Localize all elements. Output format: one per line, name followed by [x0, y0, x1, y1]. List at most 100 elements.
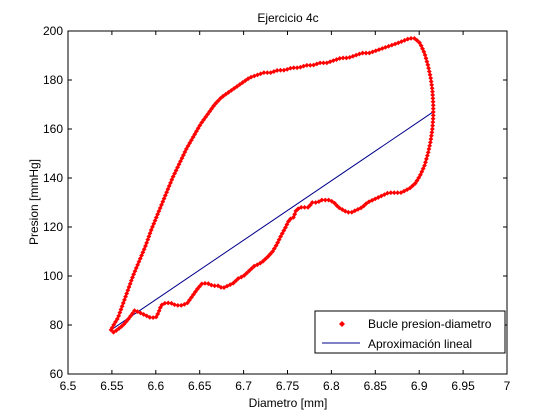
loop-point: [399, 39, 404, 44]
loop-point: [220, 93, 226, 99]
loop-point: [162, 300, 168, 306]
loop-point: [183, 146, 189, 152]
loop-point: [128, 313, 133, 319]
loop-point: [375, 195, 381, 200]
loop-point: [227, 282, 233, 288]
legend-marker-bucle: [339, 321, 345, 327]
x-tick-label: 6.7: [235, 379, 252, 393]
series-layer: [108, 35, 436, 335]
x-tick-label: 6.75: [276, 379, 300, 393]
loop-point: [162, 193, 168, 198]
loop-point: [294, 65, 300, 71]
loop-point: [144, 240, 150, 246]
loop-point: [363, 201, 369, 207]
loop-point: [246, 268, 252, 274]
loop-point: [260, 258, 266, 264]
loop-point: [194, 128, 199, 134]
loop-point: [215, 98, 221, 104]
loop-point: [391, 190, 397, 196]
loop-point: [150, 224, 155, 230]
loop-point: [426, 65, 431, 71]
loop-point: [201, 117, 207, 123]
loop-point: [321, 60, 326, 66]
loop-point: [429, 85, 435, 91]
loop-point: [244, 270, 250, 276]
loop-point: [430, 119, 436, 125]
loop-point: [234, 84, 240, 89]
x-tick-label: 6.95: [451, 379, 475, 393]
loop-point: [218, 96, 223, 101]
loop-point: [295, 206, 301, 212]
loop-point: [426, 69, 432, 74]
loop-point: [316, 199, 322, 205]
loop-point: [147, 230, 153, 236]
chart-title: Ejercicio 4c: [257, 11, 318, 25]
loop-point: [336, 205, 342, 211]
loop-point: [207, 109, 213, 114]
legend-label-bucle: Bucle presion-diametro: [368, 317, 492, 331]
loop-point: [230, 280, 236, 286]
loop-point: [242, 78, 248, 84]
x-tick-label: 6.85: [364, 379, 388, 393]
x-tick-label: 6.55: [100, 379, 124, 393]
loop-point: [414, 37, 420, 43]
loop-point: [302, 205, 308, 210]
y-tick-labels: 60 80 100 120 140 160 180 200: [43, 24, 63, 381]
loop-point: [144, 313, 150, 319]
legend: Bucle presion-diametro Aproximación line…: [314, 310, 506, 354]
loop-point: [293, 208, 299, 214]
loop-point: [248, 74, 254, 80]
loop-point: [191, 292, 196, 297]
loop-point: [281, 67, 287, 73]
loop-point: [175, 303, 181, 308]
loop-point: [284, 222, 290, 227]
x-tick-label: 6.9: [411, 379, 428, 393]
loop-point: [195, 125, 201, 131]
loop-point: [241, 273, 247, 278]
loop-point: [429, 129, 435, 135]
loop-point: [172, 171, 178, 176]
loop-point: [430, 89, 435, 95]
loop-point: [268, 70, 274, 76]
loop-point: [307, 62, 313, 68]
loop-point: [424, 153, 430, 159]
loop-point: [342, 208, 348, 214]
loop-point: [429, 126, 435, 132]
loop-point: [366, 50, 372, 56]
loop-point: [428, 75, 434, 81]
loop-point: [116, 313, 122, 319]
loop-point: [288, 216, 293, 222]
loop-point: [126, 284, 132, 290]
loop-point: [192, 289, 198, 295]
loop-point: [157, 305, 163, 311]
y-tick-label: 160: [43, 122, 63, 136]
loop-point: [114, 316, 120, 322]
loop-point: [168, 180, 173, 186]
loop-point: [208, 282, 214, 288]
loop-point: [249, 266, 255, 271]
x-tick-label: 6.5: [60, 379, 77, 393]
loop-point: [267, 251, 273, 257]
loop-point: [270, 249, 275, 254]
loop-point: [199, 120, 205, 125]
loop-point: [176, 161, 182, 167]
x-tick-labels: 6.5 6.55 6.6 6.65 6.7 6.75 6.8 6.85 6.9 6.95 7: [60, 379, 511, 393]
loop-point: [165, 300, 171, 306]
loop-point: [172, 302, 177, 308]
x-tick-label: 6.6: [147, 379, 164, 393]
legend-box: [314, 310, 506, 354]
loop-point: [237, 82, 243, 87]
loop-point: [430, 112, 436, 118]
loop-point: [273, 243, 279, 249]
loop-point: [143, 243, 148, 249]
loop-point: [152, 218, 158, 223]
y-tick-label: 140: [43, 171, 63, 185]
loop-point: [228, 87, 234, 93]
loop-point: [332, 200, 337, 206]
loop-point: [182, 149, 188, 155]
loop-point: [407, 185, 413, 191]
loop-point: [153, 314, 159, 320]
loop-point: [291, 65, 297, 71]
loop-point: [304, 62, 310, 68]
loop-point: [159, 302, 165, 308]
